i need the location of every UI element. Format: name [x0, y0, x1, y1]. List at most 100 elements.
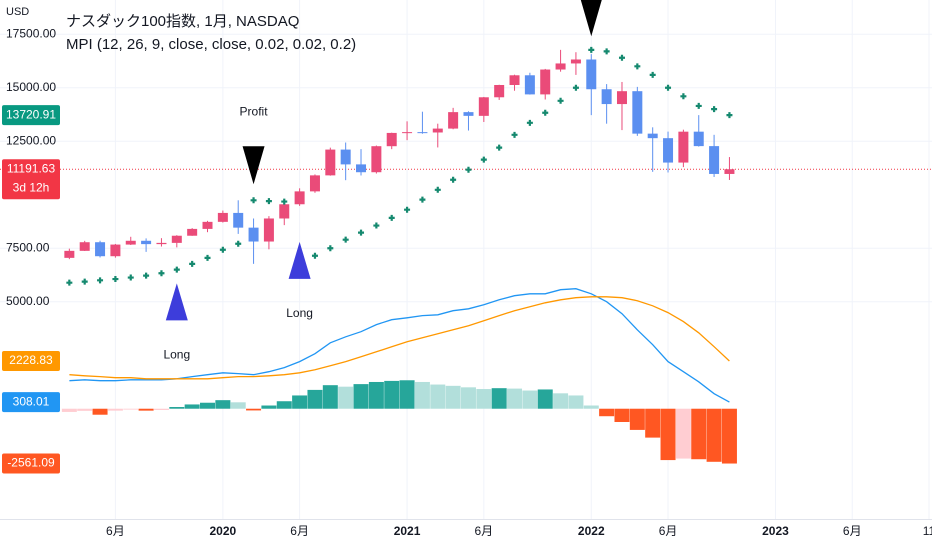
y-tick-label: 17500.00: [6, 26, 56, 40]
sar-dot: [695, 102, 702, 109]
candle-body: [724, 169, 735, 174]
histogram-bar: [614, 408, 630, 422]
histogram-bar: [276, 401, 292, 409]
indicator-title: MPI (12, 26, 9, close, close, 0.02, 0.02…: [66, 36, 356, 53]
x-tick-label: 2020: [210, 524, 237, 538]
sar-dot: [665, 84, 672, 91]
sar-dot: [235, 240, 242, 247]
histogram-bar: [322, 385, 338, 409]
candle-body: [524, 75, 535, 95]
histogram-bar: [414, 381, 430, 409]
candle-body: [356, 164, 367, 173]
signal-marker: [580, 0, 602, 37]
candle-body: [463, 112, 474, 116]
sar-dot: [726, 112, 733, 119]
value-badge: [2, 392, 60, 413]
histogram-bar: [261, 405, 277, 409]
y-tick-label: 5000.00: [6, 294, 50, 308]
signal-marker: [165, 283, 188, 321]
sar-dot: [496, 144, 503, 151]
sar-dot: [143, 272, 150, 279]
candle-body: [95, 242, 106, 257]
sar-dot: [81, 278, 88, 285]
sar-dot: [634, 63, 641, 70]
histogram-bar: [215, 400, 231, 409]
histogram-bar: [629, 408, 645, 430]
y-tick-label: 12500.00: [6, 133, 56, 147]
candle-body: [309, 175, 320, 192]
histogram-bar: [353, 384, 369, 409]
candle-body: [693, 131, 704, 147]
value-badge: [2, 159, 60, 200]
sar-dot: [680, 93, 687, 100]
candle-body: [141, 240, 152, 245]
candle-body: [478, 97, 489, 116]
signal-marker: [242, 146, 265, 185]
candle-body: [110, 244, 121, 257]
histogram-bar: [169, 407, 185, 409]
candle-body: [248, 227, 259, 242]
candle-body: [263, 218, 274, 242]
value-badge-label: 308.01: [13, 394, 50, 408]
candle-body: [202, 221, 213, 229]
candle-body: [663, 138, 674, 163]
sar-dot: [342, 236, 349, 243]
sar-dot: [189, 260, 196, 267]
x-tick-label: 6月: [290, 524, 309, 538]
histogram-bar: [476, 389, 492, 409]
histogram-bar: [645, 408, 661, 438]
plot: [0, 0, 932, 464]
histogram-bar: [200, 402, 216, 409]
candle-body: [678, 131, 689, 163]
histogram-bar: [338, 386, 354, 409]
candle-body: [570, 59, 581, 64]
x-tick-label: 2021: [394, 524, 421, 538]
candle-body: [125, 240, 136, 245]
candle-body: [279, 204, 290, 219]
sar-dot: [465, 166, 472, 173]
candle-body: [156, 242, 167, 245]
value-badge-label: -2561.09: [7, 456, 55, 470]
histogram-bar: [721, 408, 737, 464]
chart-title: ナスダック100指数, 1月, NASDAQ: [66, 13, 299, 30]
histogram-bar: [184, 404, 200, 409]
histogram-bar: [522, 390, 538, 409]
sar-dot: [404, 206, 411, 213]
sar-dot: [97, 277, 104, 284]
sar-dot: [204, 254, 211, 261]
histogram-bar: [460, 387, 476, 409]
x-tick-label: 6月: [843, 524, 862, 538]
value-badge-label: 2228.83: [9, 353, 53, 367]
histogram-bar: [399, 380, 415, 409]
histogram-bar: [568, 395, 584, 409]
signal-label: Profit: [240, 104, 269, 118]
candle-body: [402, 132, 413, 134]
histogram-bar: [691, 408, 707, 460]
candle-body: [632, 91, 643, 134]
x-tick-label: 6月: [106, 524, 125, 538]
sar-dot: [542, 109, 549, 116]
sar-dot: [66, 279, 73, 286]
histogram-bar: [491, 388, 507, 409]
histogram-bar: [368, 381, 384, 409]
sar-dot: [419, 196, 426, 203]
sar-dot: [649, 71, 656, 78]
sar-dot: [250, 197, 257, 204]
candle-body: [79, 242, 90, 251]
histogram-bar: [706, 408, 722, 462]
signal-marker: [288, 241, 311, 279]
candle-body: [340, 149, 351, 165]
histogram-bar: [138, 408, 154, 411]
candle-body: [64, 250, 75, 258]
sar-dot: [572, 84, 579, 91]
sar-dot: [281, 198, 288, 205]
sar-dot: [711, 106, 718, 113]
histogram-bar: [92, 408, 108, 415]
histogram-bar: [77, 408, 93, 411]
candle-body: [540, 69, 551, 95]
candle-body: [325, 149, 336, 176]
histogram-bar: [599, 408, 615, 417]
histogram-bar: [445, 385, 461, 409]
value-badge: [2, 105, 60, 126]
